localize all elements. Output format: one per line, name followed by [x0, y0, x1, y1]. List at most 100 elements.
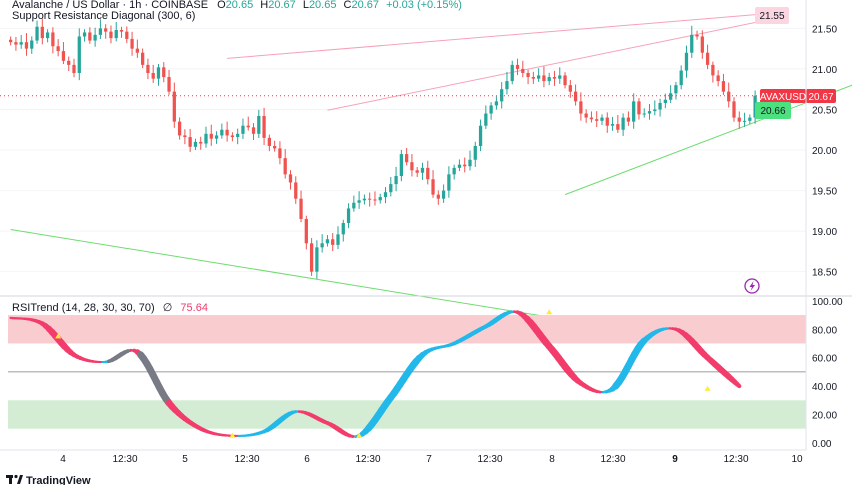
candle[interactable] — [700, 30, 704, 59]
candle[interactable] — [489, 102, 493, 120]
resistance-line[interactable] — [227, 13, 766, 59]
candle[interactable] — [515, 58, 520, 76]
candle[interactable] — [82, 29, 87, 42]
candle[interactable] — [653, 100, 657, 116]
candle[interactable] — [14, 36, 18, 51]
candle[interactable] — [436, 190, 440, 205]
candle[interactable] — [98, 19, 103, 40]
candle[interactable] — [405, 147, 409, 166]
candle[interactable] — [399, 149, 403, 182]
candle[interactable] — [732, 97, 736, 122]
candle[interactable] — [589, 111, 594, 123]
candle[interactable] — [230, 132, 235, 142]
candle[interactable] — [695, 30, 699, 40]
candle[interactable] — [452, 164, 456, 180]
candle[interactable] — [278, 141, 282, 165]
candle[interactable] — [177, 117, 182, 140]
candle[interactable] — [304, 215, 308, 250]
candle[interactable] — [727, 82, 731, 108]
candle[interactable] — [251, 123, 256, 140]
candle[interactable] — [146, 58, 150, 80]
candle[interactable] — [573, 84, 578, 106]
candle[interactable] — [220, 123, 224, 139]
candle[interactable] — [204, 126, 208, 148]
candle[interactable] — [88, 27, 92, 44]
candle[interactable] — [35, 20, 39, 44]
candle[interactable] — [193, 138, 198, 151]
main-pane[interactable] — [0, 0, 806, 296]
candle[interactable] — [711, 61, 715, 83]
candle[interactable] — [547, 72, 551, 86]
candle[interactable] — [505, 72, 509, 95]
candle[interactable] — [125, 26, 129, 44]
candle[interactable] — [531, 71, 535, 84]
tradingview-logo[interactable]: TradingView — [6, 474, 91, 485]
candle[interactable] — [605, 112, 609, 133]
candle[interactable] — [394, 166, 398, 192]
candle[interactable] — [299, 190, 303, 223]
candle[interactable] — [162, 62, 166, 83]
candle[interactable] — [494, 96, 499, 110]
candle[interactable] — [141, 48, 145, 69]
candle[interactable] — [236, 128, 240, 145]
candle[interactable] — [621, 113, 625, 136]
candle[interactable] — [484, 105, 488, 129]
candle[interactable] — [690, 25, 694, 58]
candle[interactable] — [647, 103, 652, 120]
price-axis[interactable]: 18.50 19.00 19.50 20.00 20.50 21.00 21.50 — [812, 24, 837, 278]
candle[interactable] — [457, 159, 462, 172]
candle[interactable] — [441, 184, 446, 203]
candle[interactable] — [663, 93, 667, 109]
candle[interactable] — [748, 114, 752, 125]
candle[interactable] — [669, 85, 673, 103]
candle[interactable] — [616, 114, 620, 133]
candle[interactable] — [705, 44, 710, 70]
candle[interactable] — [109, 25, 113, 44]
candle[interactable] — [67, 56, 71, 72]
indicator-1-label[interactable]: Support Resistance Diagonal (300, 6) — [12, 10, 195, 22]
candle[interactable] — [526, 69, 530, 85]
candle[interactable] — [415, 167, 419, 177]
candle[interactable] — [151, 64, 155, 83]
candle[interactable] — [447, 166, 451, 198]
candle[interactable] — [579, 92, 583, 121]
candle[interactable] — [56, 39, 60, 57]
candle[interactable] — [521, 60, 525, 78]
candle[interactable] — [30, 36, 34, 54]
candle[interactable] — [40, 18, 44, 45]
candle[interactable] — [241, 118, 245, 139]
candle[interactable] — [130, 31, 134, 56]
candle[interactable] — [262, 107, 266, 145]
rsi-pane[interactable] — [8, 309, 806, 439]
candle[interactable] — [341, 219, 345, 242]
lightning-icon[interactable] — [744, 278, 760, 294]
candle[interactable] — [473, 141, 477, 167]
indicator-2-label[interactable]: RSITrend (14, 28, 30, 30, 70) ∅ 75.64 — [12, 302, 208, 314]
candle[interactable] — [658, 98, 662, 117]
candle[interactable] — [431, 170, 435, 198]
candle[interactable] — [542, 66, 546, 88]
candle[interactable] — [325, 235, 330, 247]
candle[interactable] — [584, 109, 588, 123]
candle[interactable] — [684, 45, 689, 78]
candle[interactable] — [156, 64, 161, 86]
candle[interactable] — [558, 67, 562, 84]
candle[interactable] — [267, 134, 271, 152]
candle[interactable] — [679, 65, 683, 90]
candle[interactable] — [383, 187, 388, 204]
candle[interactable] — [309, 238, 314, 276]
candle[interactable] — [246, 116, 250, 131]
candle[interactable] — [373, 191, 377, 206]
candle[interactable] — [716, 70, 720, 87]
candle[interactable] — [642, 108, 646, 118]
candle[interactable] — [214, 131, 219, 144]
candle[interactable] — [600, 114, 604, 126]
candle[interactable] — [24, 33, 29, 56]
rsi-axis[interactable]: 0.00 20.00 40.00 60.00 80.00 100.00 — [812, 297, 843, 450]
candle[interactable] — [315, 240, 319, 279]
candle[interactable] — [320, 234, 324, 253]
candle[interactable] — [368, 192, 372, 207]
candle[interactable] — [468, 150, 472, 171]
candle[interactable] — [119, 26, 124, 38]
candle[interactable] — [352, 195, 356, 212]
